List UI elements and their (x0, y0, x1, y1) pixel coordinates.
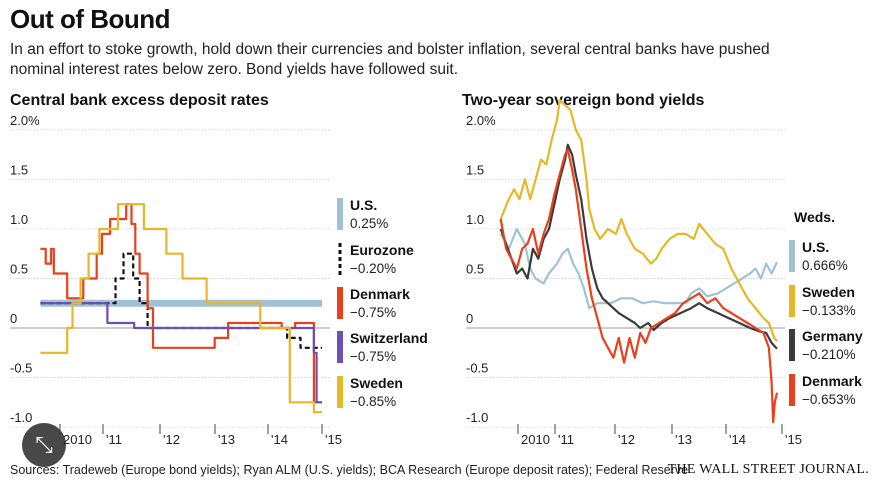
x-tick-label: '15 (785, 432, 802, 447)
x-tick-label: '12 (163, 432, 180, 447)
legend-series-value: −0.75% (350, 349, 396, 364)
series-line-eurozone (40, 252, 322, 349)
legend-swatch (337, 287, 343, 319)
expand-button[interactable]: ⤡ (22, 423, 66, 467)
x-tick-label: '15 (325, 432, 342, 447)
y-tick-label: 1.5 (466, 162, 484, 177)
legend-series-name: Eurozone (350, 242, 414, 258)
x-tick-label: '14 (271, 432, 288, 447)
legend-series-value: −0.133% (802, 303, 856, 318)
panel-1 (10, 129, 343, 434)
legend-swatch (789, 240, 795, 272)
x-tick-label: '14 (729, 432, 746, 447)
legend-series-name: Denmark (802, 373, 862, 389)
legend-title: Weds. (794, 209, 835, 225)
legend-series-value: −0.653% (802, 392, 856, 407)
x-tick-label: '13 (218, 432, 235, 447)
legend-series-name: Sweden (350, 375, 403, 391)
series-line-denmark (40, 203, 322, 404)
x-tick-label: '11 (106, 432, 122, 447)
legend-swatch (789, 329, 795, 361)
y-tick-label: -0.5 (466, 361, 488, 376)
legend-series-value: −0.75% (350, 305, 396, 320)
x-tick-label: '12 (618, 432, 635, 447)
series-line-us (499, 227, 778, 310)
y-tick-label: 0 (10, 311, 17, 326)
legend-swatch (789, 285, 795, 317)
legend-series-name: Switzerland (350, 330, 428, 346)
y-tick-label: 1.0 (466, 212, 484, 227)
y-tick-label: 1.0 (10, 212, 28, 227)
right-panel-title: Two-year sovereign bond yields (462, 92, 705, 109)
y-tick-label: 0.5 (466, 261, 484, 276)
y-tick-label: 2.0% (466, 113, 496, 128)
legend-series-name: Germany (802, 328, 863, 344)
legend-series-value: −0.210% (802, 347, 856, 362)
x-tick-label: 2010 (63, 432, 92, 447)
legend-swatch (337, 376, 343, 408)
legend-swatch (337, 198, 343, 230)
legend-series-value: −0.20% (350, 261, 396, 276)
y-tick-label: 1.5 (10, 162, 28, 177)
x-tick-label: 2010 (521, 432, 550, 447)
legend-series-value: −0.85% (350, 394, 396, 409)
series-line-denmark (499, 148, 779, 424)
series-line-sweden (499, 99, 778, 342)
y-tick-label: -1.0 (466, 410, 488, 425)
chart-title: Out of Bound (10, 4, 171, 34)
legend-series-name: U.S. (802, 239, 829, 255)
y-tick-label: 2.0% (10, 113, 40, 128)
legend-series-name: Sweden (802, 284, 855, 300)
publisher-logo: THE WALL STREET JOURNAL. (667, 462, 869, 477)
series-line-germany (499, 143, 778, 350)
chart-subtitle: In an effort to stoke growth, hold down … (10, 40, 870, 80)
legend-series-value: 0.666% (802, 258, 848, 273)
subtitle-line-1: In an effort to stoke growth, hold down … (10, 41, 770, 58)
y-tick-label: -0.5 (10, 361, 32, 376)
y-tick-label: 0 (466, 311, 473, 326)
legend-series-value: 0.25% (350, 216, 388, 231)
x-tick-label: '13 (675, 432, 692, 447)
y-tick-label: 0.5 (10, 261, 28, 276)
sources-note: Sources: Tradeweb (Europe bond yields); … (10, 463, 689, 477)
panel-2 (466, 99, 795, 434)
legend-swatch (337, 331, 343, 363)
legend-swatch (789, 374, 795, 406)
legend-series-name: Denmark (350, 286, 410, 302)
y-tick-label: -1.0 (10, 410, 32, 425)
subtitle-line-2: nominal interest rates below zero. Bond … (10, 61, 459, 78)
legend-series-name: U.S. (350, 197, 377, 213)
series-line-switzerland (40, 302, 322, 404)
series-line-sweden (40, 203, 322, 414)
left-panel-title: Central bank excess deposit rates (10, 92, 269, 109)
diagonal-arrows-icon: ⤡ (35, 432, 53, 457)
x-tick-label: '11 (558, 432, 574, 447)
